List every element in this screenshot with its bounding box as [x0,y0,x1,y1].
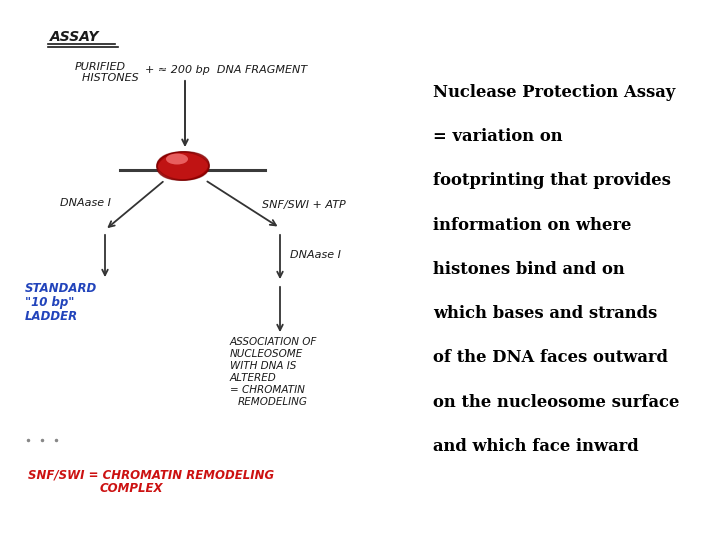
Text: DNAase I: DNAase I [290,250,341,260]
Text: ASSOCIATION OF: ASSOCIATION OF [230,337,318,347]
Text: COMPLEX: COMPLEX [100,482,163,495]
Text: = CHROMATIN: = CHROMATIN [230,385,305,395]
Text: which bases and strands: which bases and strands [433,305,657,322]
Text: DNAase I: DNAase I [60,198,111,208]
Text: "10 bp": "10 bp" [25,296,74,309]
Ellipse shape [157,152,209,180]
Text: ALTERED: ALTERED [230,373,276,383]
Text: REMODELING: REMODELING [238,397,308,407]
Text: WITH DNA IS: WITH DNA IS [230,361,297,371]
Text: PURIFIED: PURIFIED [75,62,126,72]
Text: on the nucleosome surface: on the nucleosome surface [433,394,680,410]
Text: = variation on: = variation on [433,128,563,145]
Text: + ≈ 200 bp  DNA FRAGMENT: + ≈ 200 bp DNA FRAGMENT [145,65,307,75]
Text: NUCLEOSOME: NUCLEOSOME [230,349,303,359]
Text: ASSAY: ASSAY [50,30,99,44]
Text: histones bind and on: histones bind and on [433,261,625,278]
Text: of the DNA faces outward: of the DNA faces outward [433,349,668,366]
Text: SNF/SWI = CHROMATIN REMODELING: SNF/SWI = CHROMATIN REMODELING [28,468,274,481]
Text: footprinting that provides: footprinting that provides [433,172,671,189]
Ellipse shape [166,153,188,165]
Text: Nuclease Protection Assay: Nuclease Protection Assay [433,84,675,100]
Ellipse shape [157,152,209,180]
Text: STANDARD: STANDARD [25,282,97,295]
Text: LADDER: LADDER [25,310,78,323]
Text: and which face inward: and which face inward [433,438,639,455]
Ellipse shape [157,152,209,180]
Text: information on where: information on where [433,217,632,233]
Text: SNF/SWI + ATP: SNF/SWI + ATP [262,200,346,210]
Text: HISTONES: HISTONES [75,73,139,83]
